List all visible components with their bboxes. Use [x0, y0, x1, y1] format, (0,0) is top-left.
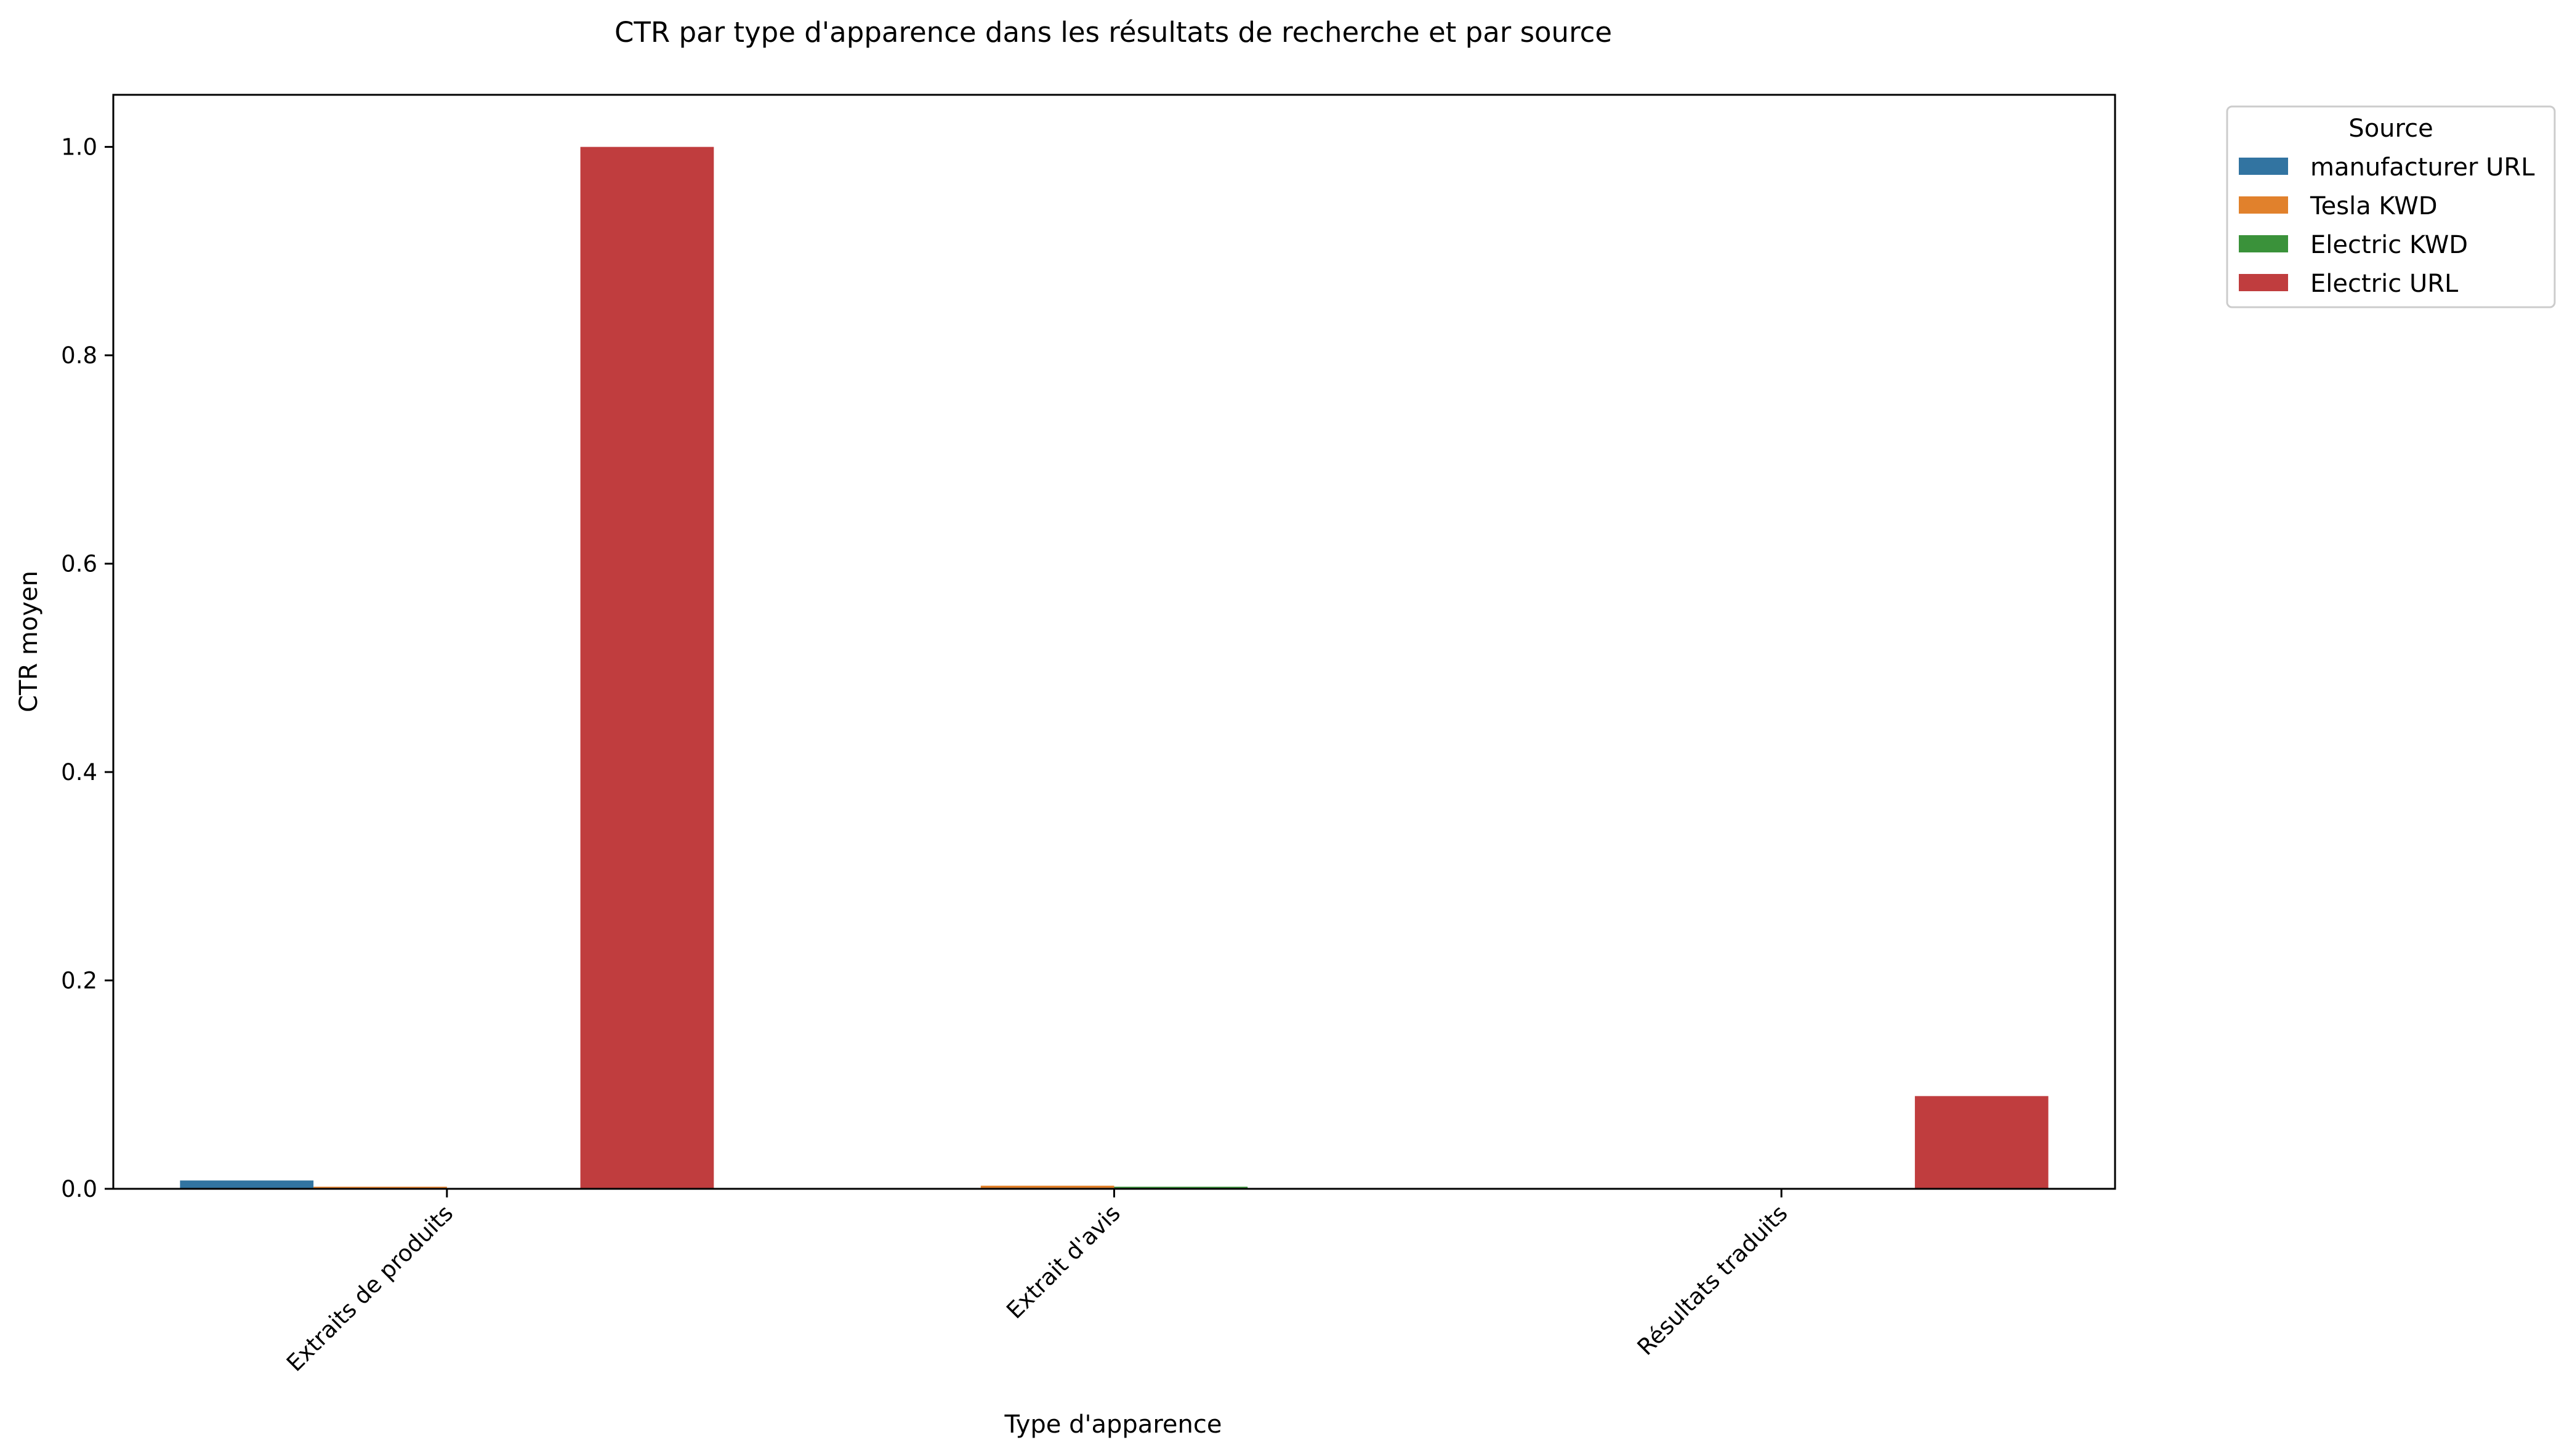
- bars-group: [180, 147, 2049, 1189]
- legend-swatch: [2239, 235, 2288, 252]
- legend-label: Electric KWD: [2310, 231, 2468, 259]
- y-tick-label: 1.0: [61, 134, 97, 161]
- legend-title: Source: [2348, 115, 2433, 143]
- legend-label: Tesla KWD: [2310, 192, 2438, 220]
- legend-label: manufacturer URL: [2310, 153, 2535, 182]
- y-axis: 0.0 0.2 0.4 0.6 0.8 1.0: [61, 134, 113, 1202]
- bar: [180, 1180, 314, 1189]
- legend-label: Electric URL: [2310, 270, 2459, 298]
- legend-swatch: [2239, 274, 2288, 291]
- y-tick-label: 0.6: [61, 551, 97, 577]
- legend: Source manufacturer URL Tesla KWD Electric…: [2226, 105, 2556, 308]
- x-axis-label: Type d'apparence: [1004, 1410, 1222, 1439]
- legend-swatch: [2239, 196, 2288, 214]
- y-tick-label: 0.2: [61, 968, 97, 994]
- y-tick-label: 0.0: [61, 1176, 97, 1202]
- bar: [580, 147, 714, 1189]
- legend-items: manufacturer URL Tesla KWD Electric KWD Ele…: [2239, 153, 2535, 298]
- bar: [1114, 1186, 1248, 1189]
- bar: [313, 1186, 447, 1189]
- y-axis-label: CTR moyen: [15, 571, 43, 712]
- legend-box: [2226, 105, 2556, 308]
- y-tick-label: 0.8: [61, 342, 97, 369]
- chart-title: CTR par type d'apparence dans les résult…: [615, 16, 1612, 49]
- bar: [1914, 1096, 2049, 1189]
- legend-swatch: [2239, 158, 2288, 175]
- y-tick-label: 0.4: [61, 759, 97, 786]
- bar: [980, 1185, 1114, 1189]
